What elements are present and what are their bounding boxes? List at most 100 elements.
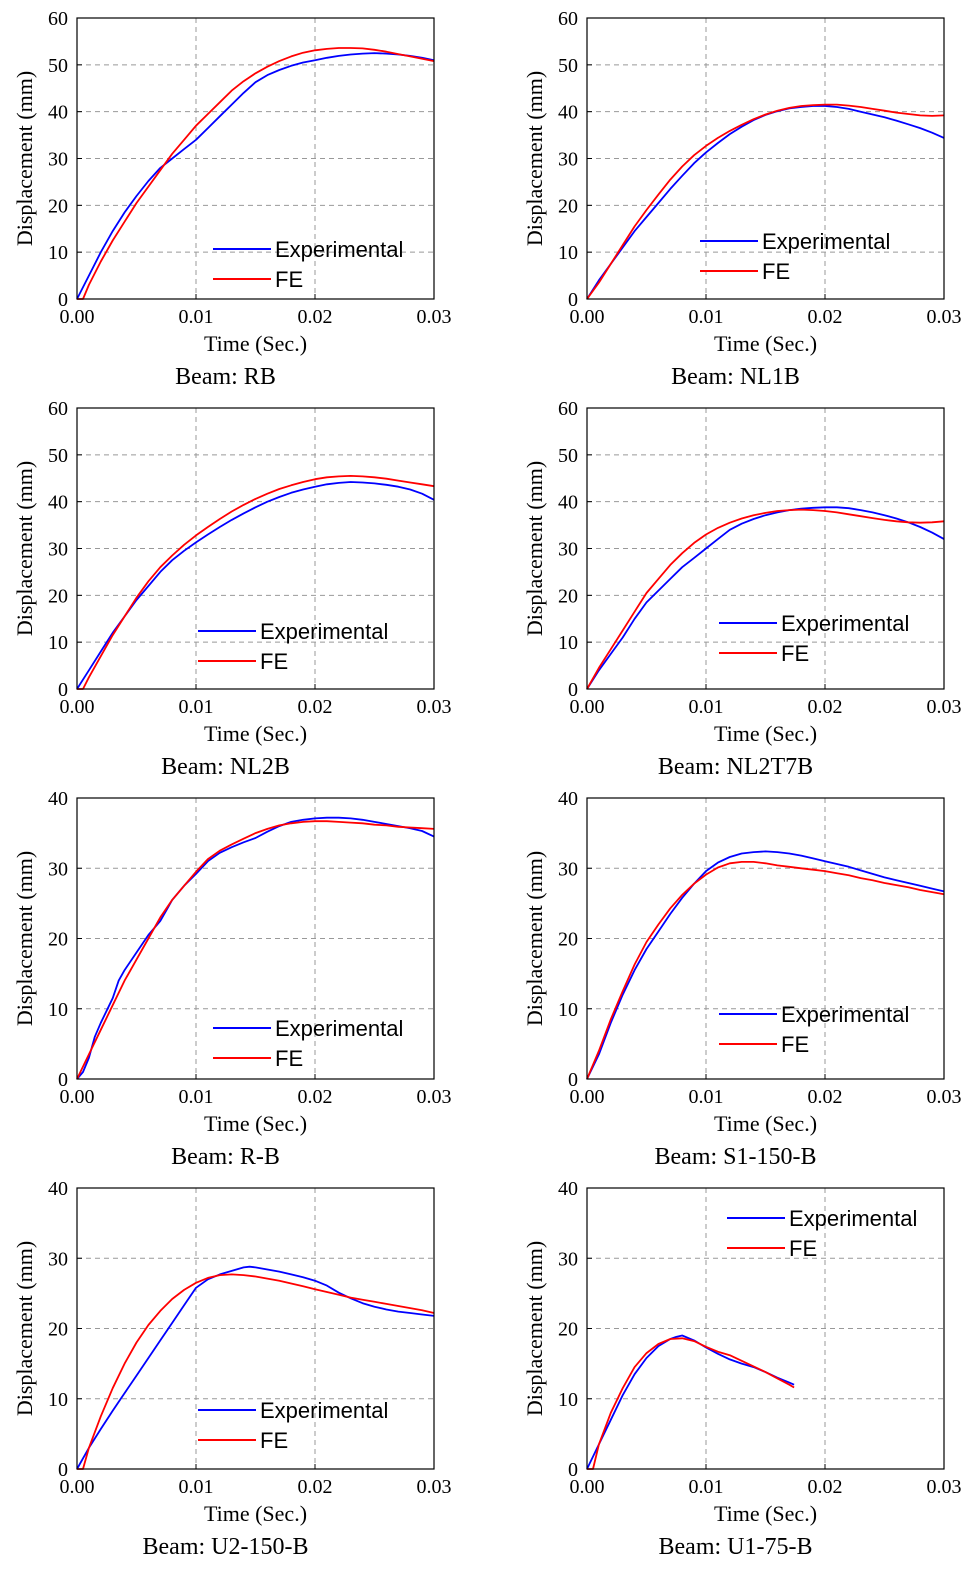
- x-axis-label: Time (Sec.): [204, 1501, 307, 1526]
- legend-label: FE: [781, 1032, 809, 1057]
- x-tick-label: 0.03: [417, 306, 452, 328]
- y-tick-label: 30: [48, 858, 68, 880]
- y-tick-label: 0: [568, 1459, 578, 1481]
- chart-panel: 0.00 0.01 0.02 0.03 0 10 20 30 40 Time (Sec.) Disp…: [522, 1178, 961, 1560]
- legend-label: Experimental: [275, 1016, 403, 1041]
- x-tick-label: 0.00: [60, 696, 95, 718]
- y-tick-label: 30: [558, 1248, 578, 1270]
- fe-series-line: [587, 1337, 795, 1470]
- y-tick-label: 10: [558, 1389, 578, 1411]
- legend-label: Experimental: [762, 229, 890, 254]
- y-tick-label: 20: [48, 929, 68, 951]
- y-tick-label: 0: [58, 679, 68, 701]
- x-tick-label: 0.01: [179, 306, 214, 328]
- experimental-series-line: [76, 816, 435, 1080]
- chart-caption: Beam: R-B: [171, 1144, 280, 1170]
- plot-frame: [586, 17, 945, 300]
- x-tick-label: 0.02: [808, 306, 843, 328]
- y-tick-label: 20: [558, 929, 578, 951]
- x-tick-label: 0.03: [927, 1476, 961, 1498]
- y-tick-label: 0: [58, 1459, 68, 1481]
- y-tick-label: 60: [48, 398, 68, 420]
- fe-series-line: [77, 47, 435, 300]
- chart-caption: Beam: NL2T7B: [658, 754, 813, 780]
- x-axis-label: Time (Sec.): [714, 331, 817, 356]
- y-tick-label: 40: [48, 492, 68, 514]
- x-tick-label: 0.02: [808, 696, 843, 718]
- x-tick-label: 0.02: [808, 1086, 843, 1108]
- legend-label: FE: [275, 267, 303, 292]
- x-tick-label: 0.03: [927, 1086, 961, 1108]
- fe-series-line: [77, 475, 435, 690]
- x-axis-label: Time (Sec.): [714, 721, 817, 746]
- chart-panel: 0.00 0.01 0.02 0.03 0 10 20 30 40 Time (Sec.) Disp…: [522, 788, 961, 1170]
- x-tick-label: 0.03: [927, 696, 961, 718]
- x-tick-label: 0.00: [570, 306, 605, 328]
- y-tick-label: 10: [558, 242, 578, 264]
- y-tick-label: 30: [48, 539, 68, 561]
- experimental-series-line: [76, 52, 435, 300]
- y-tick-label: 40: [558, 788, 578, 810]
- experimental-series-line: [76, 481, 435, 690]
- x-tick-label: 0.01: [689, 1476, 724, 1498]
- legend: Experimental FE: [213, 237, 403, 292]
- x-tick-label: 0.03: [417, 1086, 452, 1108]
- fe-series-line: [586, 508, 945, 690]
- legend: Experimental FE: [719, 611, 909, 666]
- chart-panel: 0.00 0.01 0.02 0.03 0 10 20 30 40 Time (Sec.) Disp…: [12, 788, 452, 1170]
- x-axis-label: Time (Sec.): [204, 331, 307, 356]
- y-tick-label: 10: [48, 242, 68, 264]
- x-tick-label: 0.03: [417, 696, 452, 718]
- plot-frame: [76, 407, 435, 690]
- chart-caption: Beam: U1-75-B: [659, 1534, 813, 1560]
- x-axis-label: Time (Sec.): [204, 721, 307, 746]
- x-tick-label: 0.01: [179, 696, 214, 718]
- x-tick-label: 0.03: [417, 1476, 452, 1498]
- chart-panel: 0.00 0.01 0.02 0.03 0 10 20 30 40 50 60 Time (Sec.)…: [12, 8, 452, 390]
- x-axis-label: Time (Sec.): [714, 1111, 817, 1136]
- y-tick-label: 50: [48, 445, 68, 467]
- x-axis-label: Time (Sec.): [204, 1111, 307, 1136]
- y-tick-label: 0: [58, 289, 68, 311]
- y-tick-label: 40: [48, 102, 68, 124]
- legend-label: Experimental: [781, 1002, 909, 1027]
- fe-series-line: [77, 1273, 435, 1470]
- chart-panel: 0.00 0.01 0.02 0.03 0 10 20 30 40 Time (Sec.) Disp…: [12, 1178, 452, 1560]
- x-tick-label: 0.01: [179, 1476, 214, 1498]
- legend-label: FE: [762, 259, 790, 284]
- y-tick-label: 10: [48, 632, 68, 654]
- legend-label: Experimental: [260, 1398, 388, 1423]
- experimental-series-line: [586, 1334, 795, 1470]
- y-tick-label: 0: [568, 289, 578, 311]
- y-tick-label: 20: [48, 195, 68, 217]
- legend: Experimental FE: [198, 1398, 388, 1453]
- legend-label: Experimental: [275, 237, 403, 262]
- plot-frame: [586, 797, 945, 1080]
- y-tick-label: 40: [48, 1178, 68, 1200]
- y-tick-label: 40: [558, 492, 578, 514]
- x-tick-label: 0.00: [570, 1476, 605, 1498]
- fe-series-line: [76, 820, 435, 1080]
- x-tick-label: 0.00: [570, 1086, 605, 1108]
- y-tick-label: 40: [48, 788, 68, 810]
- y-axis-label: Displacement (mm): [522, 1241, 547, 1416]
- y-tick-label: 0: [58, 1069, 68, 1091]
- plot-frame: [586, 407, 945, 690]
- legend-label: Experimental: [789, 1206, 917, 1231]
- y-tick-label: 40: [558, 1178, 578, 1200]
- y-axis-label: Displacement (mm): [12, 71, 37, 246]
- y-tick-label: 60: [558, 8, 578, 30]
- legend: Experimental FE: [700, 229, 890, 284]
- x-tick-label: 0.01: [689, 306, 724, 328]
- y-tick-label: 20: [558, 195, 578, 217]
- y-tick-label: 0: [568, 679, 578, 701]
- legend: Experimental FE: [198, 619, 388, 674]
- x-tick-label: 0.02: [808, 1476, 843, 1498]
- y-tick-label: 10: [558, 999, 578, 1021]
- x-tick-label: 0.02: [298, 306, 333, 328]
- x-tick-label: 0.00: [60, 306, 95, 328]
- chart-caption: Beam: U2-150-B: [143, 1534, 309, 1560]
- y-tick-label: 20: [558, 585, 578, 607]
- y-tick-label: 20: [558, 1319, 578, 1341]
